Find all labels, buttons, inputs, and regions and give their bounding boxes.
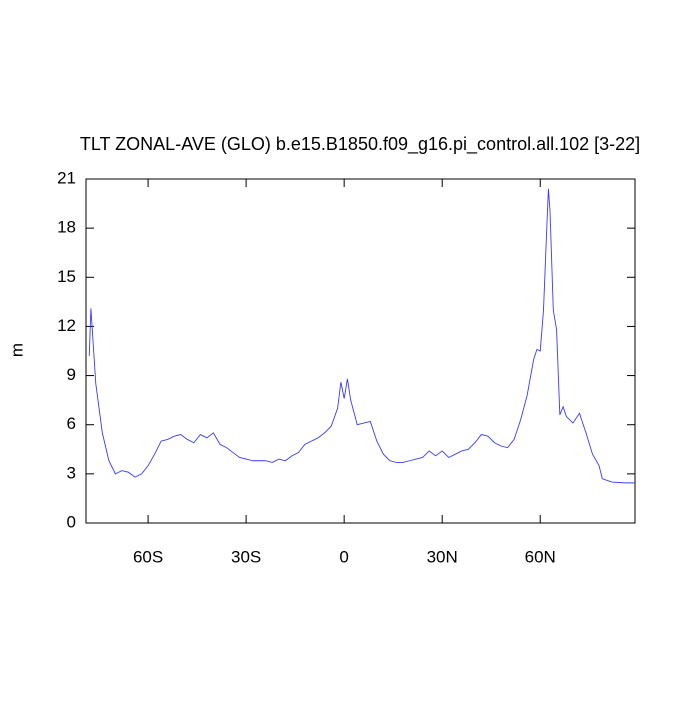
y-tick-label: 18	[57, 218, 76, 237]
y-tick-label: 0	[67, 512, 76, 531]
y-tick-label: 12	[57, 316, 76, 335]
chart-title: TLT ZONAL-AVE (GLO) b.e15.B1850.f09_g16.…	[80, 134, 640, 155]
x-tick-label: 30S	[231, 547, 261, 566]
y-tick-label: 6	[67, 414, 76, 433]
y-tick-label: 15	[57, 267, 76, 286]
x-tick-label: 30N	[427, 547, 458, 566]
y-tick-label: 9	[67, 365, 76, 384]
y-tick-label: 3	[67, 463, 76, 482]
y-tick-label: 21	[57, 168, 76, 187]
plot-frame	[85, 178, 636, 524]
data-line	[88, 188, 635, 484]
x-tick-label: 60S	[133, 547, 163, 566]
x-tick-label: 0	[339, 547, 348, 566]
x-tick-label: 60N	[525, 547, 556, 566]
y-axis-label: m	[7, 343, 26, 357]
